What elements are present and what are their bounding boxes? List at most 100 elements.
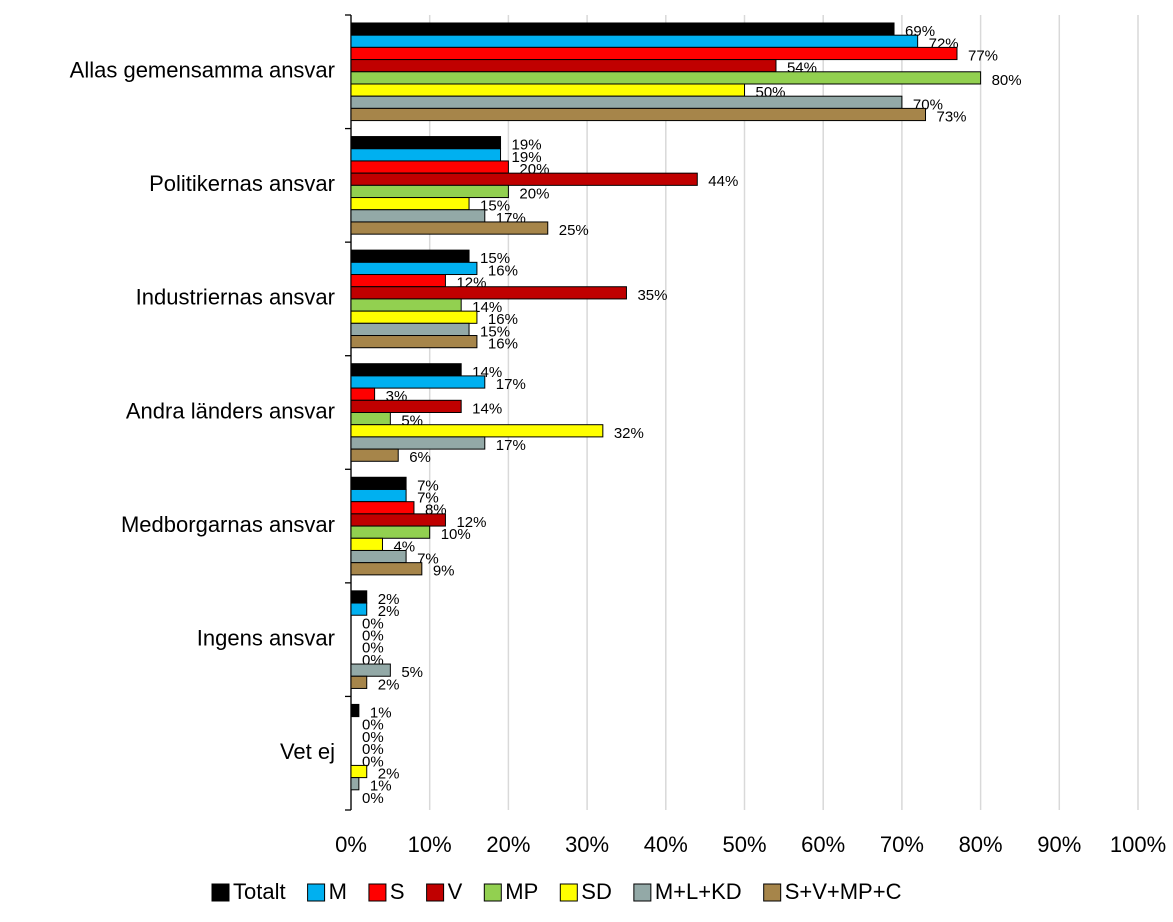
bar xyxy=(350,424,604,438)
x-tick-label: 100% xyxy=(1110,832,1166,857)
value-label: 19% xyxy=(512,137,542,154)
bar xyxy=(350,764,368,779)
legend-label: MP xyxy=(505,879,538,904)
value-label: 14% xyxy=(472,299,502,316)
bar xyxy=(350,95,903,109)
legend-swatch xyxy=(559,883,578,902)
value-label: 77% xyxy=(968,47,998,64)
value-label: 1% xyxy=(370,704,392,721)
bar xyxy=(350,172,698,186)
bar xyxy=(350,59,777,73)
value-label: 20% xyxy=(519,185,549,202)
category-label: Medborgarnas ansvar xyxy=(121,512,335,537)
legend-swatch xyxy=(426,883,445,902)
value-label: 73% xyxy=(937,108,967,125)
value-label: 9% xyxy=(433,563,455,580)
bar xyxy=(350,436,486,450)
bar xyxy=(350,562,423,576)
bar xyxy=(350,184,509,199)
value-label: 15% xyxy=(480,198,510,215)
legend-label: SD xyxy=(581,879,612,904)
value-label: 25% xyxy=(559,222,589,239)
bar xyxy=(350,387,376,401)
x-tick-label: 80% xyxy=(959,832,1003,857)
value-label: 2% xyxy=(378,603,400,620)
legend-swatch xyxy=(633,883,652,902)
value-label: 16% xyxy=(488,311,518,328)
x-tick-label: 60% xyxy=(801,832,845,857)
bar xyxy=(350,136,502,150)
legend-swatch xyxy=(211,883,230,902)
value-label: 16% xyxy=(488,262,518,279)
value-label: 32% xyxy=(614,425,644,442)
bar xyxy=(350,375,486,389)
bar xyxy=(350,335,478,349)
bar xyxy=(350,83,745,97)
value-label: 7% xyxy=(417,477,439,494)
category-label: Vet ej xyxy=(280,739,335,764)
bar xyxy=(350,298,462,312)
value-label: 7% xyxy=(417,551,439,568)
value-label: 10% xyxy=(441,526,471,543)
value-label: 17% xyxy=(496,437,526,454)
legend-swatch xyxy=(307,883,326,902)
x-tick-label: 50% xyxy=(722,832,766,857)
bar xyxy=(350,513,446,527)
bar xyxy=(350,488,407,503)
bar xyxy=(350,34,919,48)
bar xyxy=(350,197,470,211)
bar xyxy=(350,107,927,122)
value-label: 35% xyxy=(637,287,667,304)
x-tick-label: 70% xyxy=(880,832,924,857)
legend-label: S xyxy=(390,879,405,904)
bar xyxy=(350,549,407,564)
bar xyxy=(350,399,462,413)
value-label: 15% xyxy=(480,250,510,267)
bar xyxy=(350,476,407,490)
value-label: 15% xyxy=(480,323,510,340)
legend-swatch xyxy=(763,883,782,902)
bar xyxy=(350,448,399,462)
value-label: 6% xyxy=(409,449,431,466)
value-label: 44% xyxy=(708,173,738,190)
value-label: 0% xyxy=(362,753,384,770)
value-label: 0% xyxy=(362,790,384,807)
bar xyxy=(350,261,478,276)
bar xyxy=(350,537,383,551)
bar xyxy=(350,703,360,718)
x-tick-label: 30% xyxy=(565,832,609,857)
bar xyxy=(350,209,486,223)
value-label: 0% xyxy=(362,717,384,734)
legend-label: Totalt xyxy=(233,879,286,904)
value-label: 7% xyxy=(417,490,439,507)
value-label: 12% xyxy=(456,514,486,531)
bar xyxy=(350,160,509,174)
value-label: 2% xyxy=(378,765,400,782)
value-label: 0% xyxy=(362,628,384,645)
value-label: 16% xyxy=(488,336,518,353)
bar xyxy=(350,71,982,85)
value-label: 5% xyxy=(401,664,423,681)
bar xyxy=(350,501,415,515)
category-label: Ingens ansvar xyxy=(197,625,335,650)
value-label: 0% xyxy=(362,729,384,746)
value-label: 80% xyxy=(992,72,1022,89)
bar xyxy=(350,274,446,288)
value-label: 0% xyxy=(362,741,384,758)
bar xyxy=(350,777,360,791)
bar xyxy=(350,525,431,539)
bar xyxy=(350,286,627,300)
bar xyxy=(350,663,391,677)
value-label: 14% xyxy=(472,400,502,417)
bar xyxy=(350,412,391,426)
value-label: 2% xyxy=(378,676,400,693)
bar xyxy=(350,363,462,377)
legend-swatch xyxy=(483,883,502,902)
category-label: Andra länders ansvar xyxy=(126,398,335,423)
value-label: 0% xyxy=(362,640,384,657)
value-label: 2% xyxy=(378,591,400,608)
bar xyxy=(350,22,895,36)
category-label: Industriernas ansvar xyxy=(136,285,335,310)
bar xyxy=(350,148,502,162)
